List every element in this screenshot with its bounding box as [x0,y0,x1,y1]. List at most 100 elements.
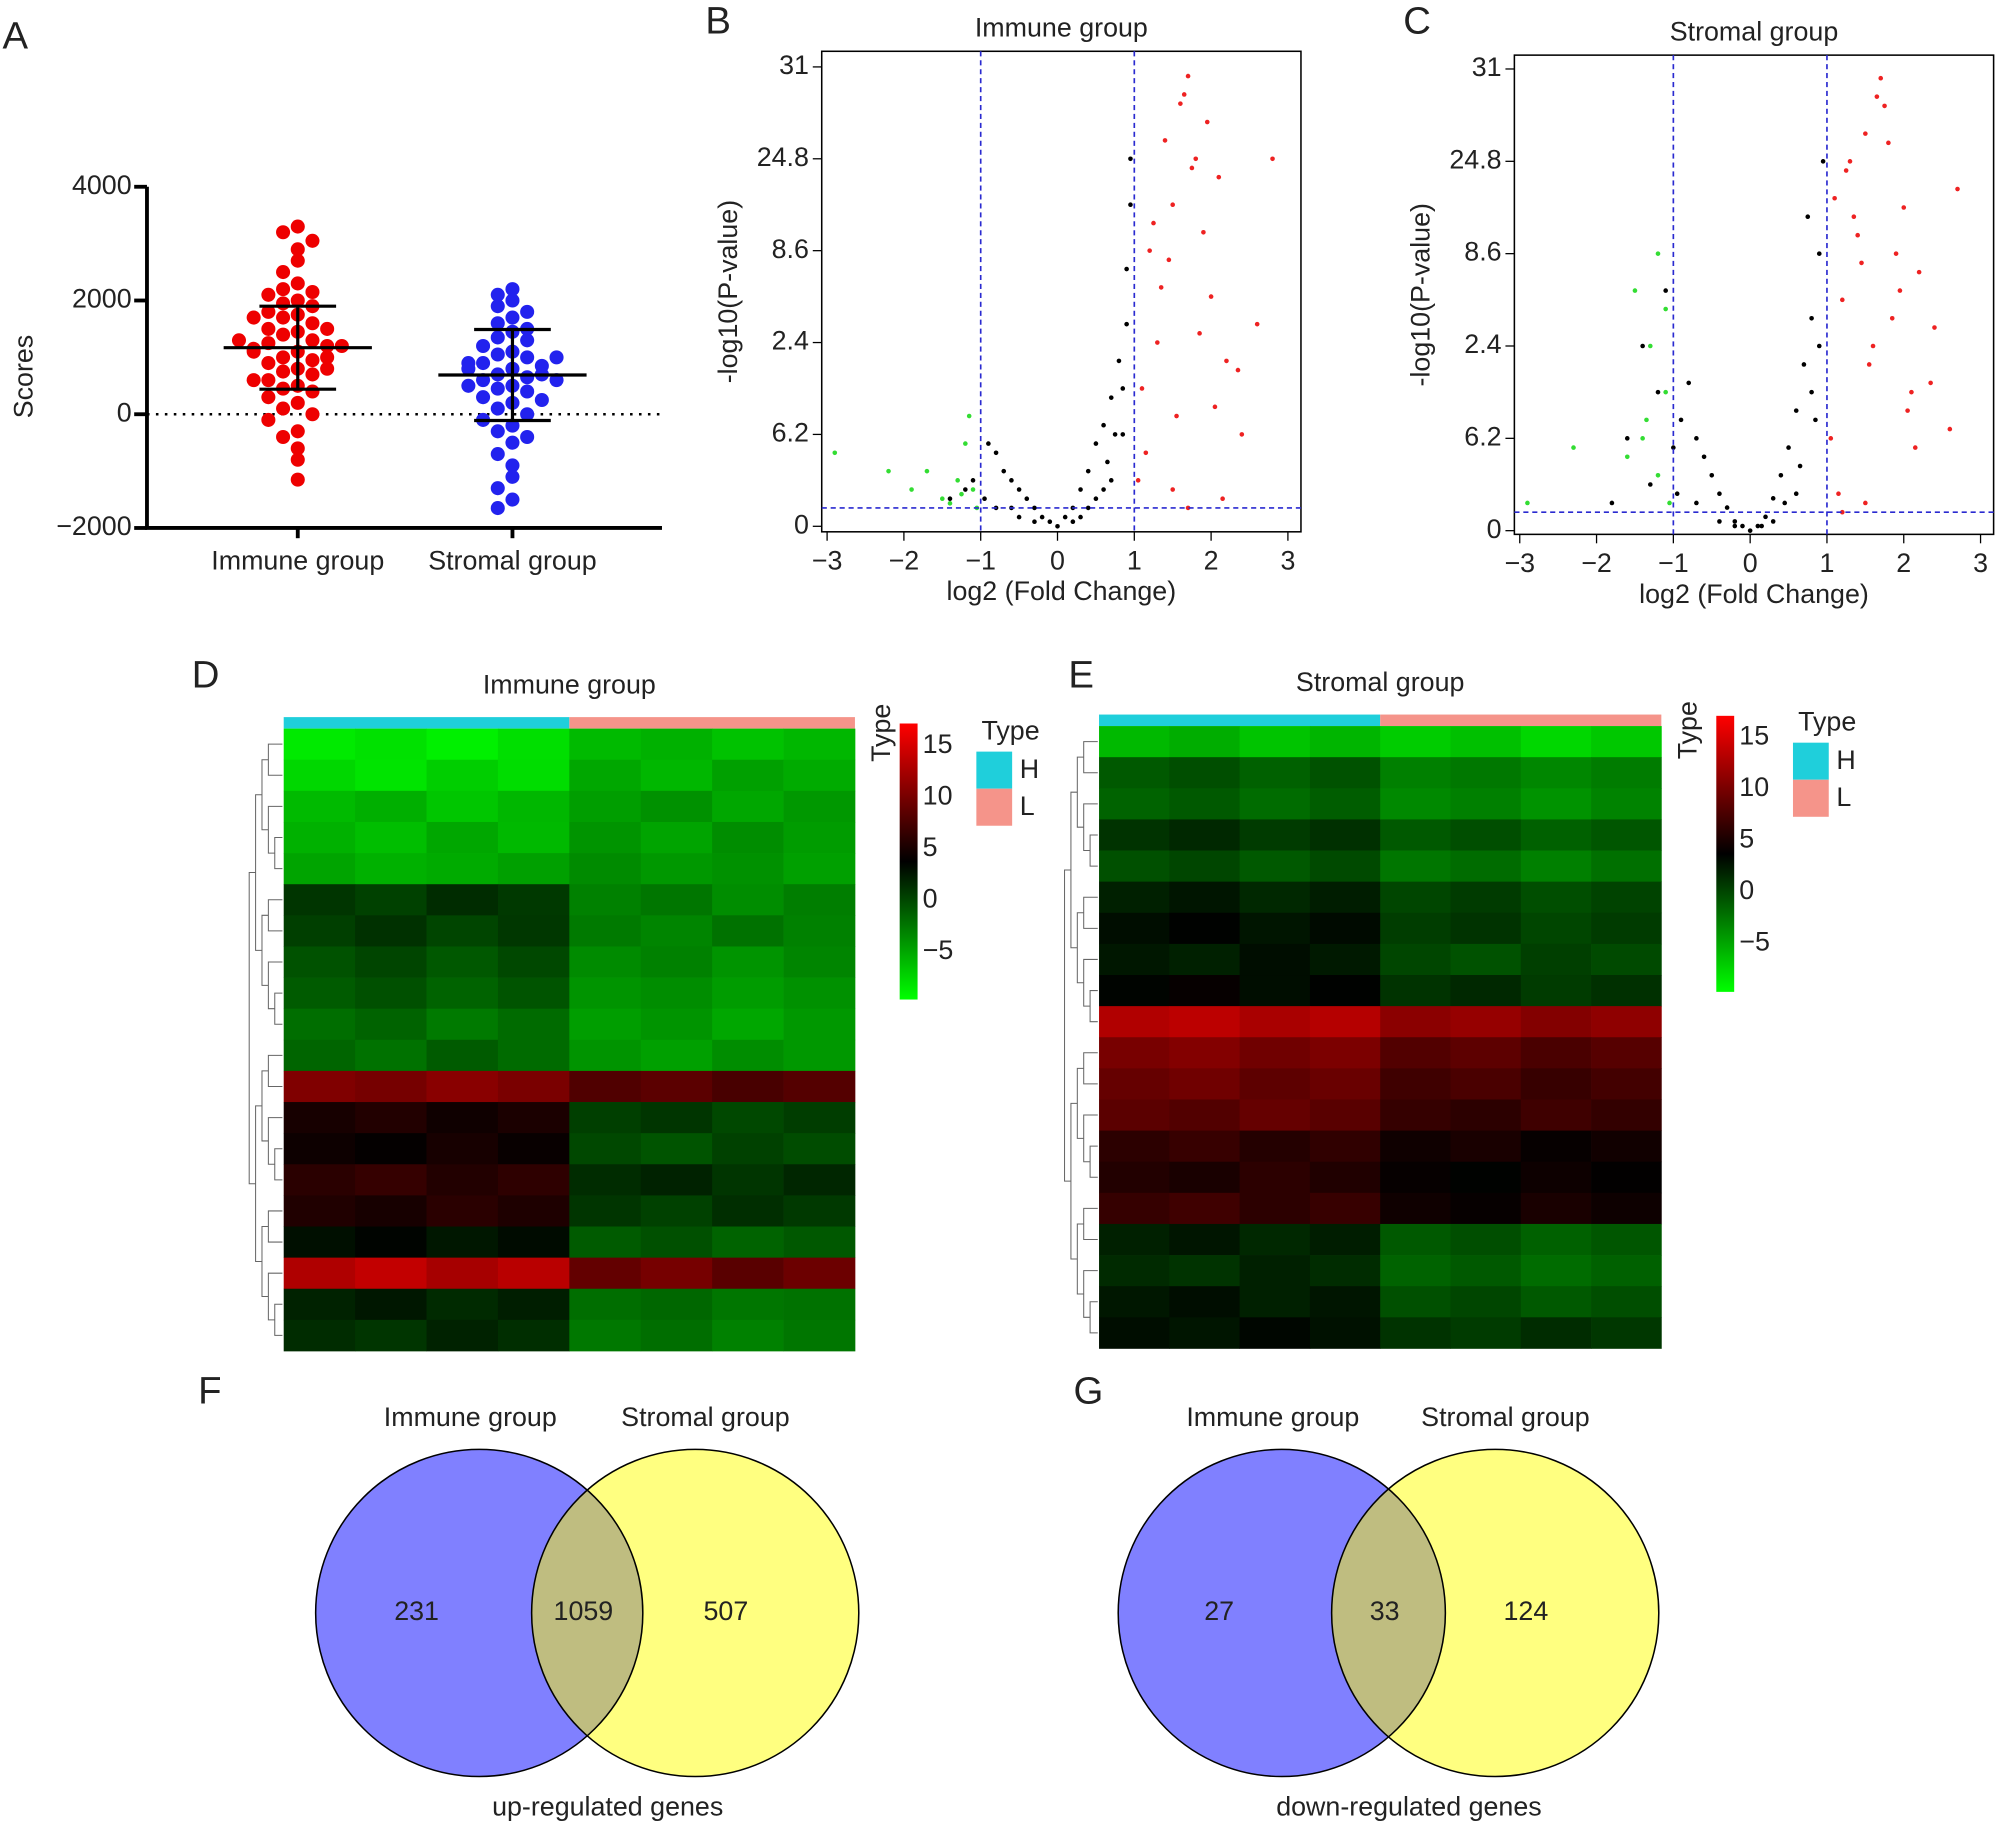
heatmap-cell [1239,819,1311,851]
heatmap-cell [1380,1192,1451,1225]
heatmap-cell [1380,1130,1451,1163]
heatmap-cell [1169,726,1240,758]
point [290,452,305,467]
heatmap-cell [1239,943,1311,976]
point [476,338,491,354]
point [490,481,505,496]
point [1663,288,1668,293]
y-tick-label: 2.4 [1464,329,1501,359]
heatmap-cell [712,1039,784,1072]
point [1155,340,1160,345]
point [246,373,261,388]
heatmap-cell [426,1288,499,1321]
heatmap-cell [640,1070,713,1103]
heatmap-cell [1450,1255,1522,1287]
point [490,299,505,314]
heatmap-cell [497,1164,570,1196]
point [276,282,291,297]
point [1624,436,1630,441]
heatmap-cell [783,946,856,978]
point [505,469,520,484]
annotation-bar [569,717,855,729]
heatmap-cell [426,946,499,978]
annotation-label: Type [1673,701,1703,759]
heatmap-cell [1169,1161,1240,1194]
chart-title: Stromal group [1296,667,1465,697]
point [1663,389,1668,395]
y-tick-label: 31 [1472,52,1502,82]
heatmap-cell [1450,850,1522,883]
heatmap-cell [640,1039,713,1072]
point [320,321,335,336]
heatmap-cell [283,1257,356,1290]
heatmap-cell [1380,726,1451,758]
dendrogram [1083,1270,1098,1318]
point [490,330,505,345]
heatmap-cell [1591,912,1662,945]
point [476,390,491,405]
heatmap-cell [783,1008,856,1041]
point [963,441,968,446]
heatmap-cell [1591,1006,1662,1038]
colorbar-tick-label: −5 [923,935,954,965]
dendrogram [1083,1114,1098,1163]
point [520,407,535,422]
heatmap-cell [1099,1099,1170,1131]
heatmap-cell [426,728,499,761]
heatmap-cell [1099,943,1170,976]
y-tick-label: 0 [1487,514,1502,544]
heatmap-cell [1520,1286,1592,1318]
heatmap-cell [426,1226,499,1259]
dendrogram [267,899,283,932]
heatmap-cell [1239,1037,1311,1069]
heatmap-cell [783,1164,856,1196]
dendrogram [1089,990,1098,1023]
legend-label: H [1836,745,1855,775]
point [276,429,291,445]
heatmap-cell [1239,1255,1311,1287]
point [1786,445,1791,450]
heatmap-cell [355,821,427,854]
point [1782,500,1788,506]
heatmap-cell [640,1257,713,1290]
heatmap-cell [569,915,642,947]
heatmap-cell [283,853,356,885]
heatmap-cell [283,821,356,854]
heatmap-cell [1099,1006,1170,1038]
heatmap-cell [1309,1317,1381,1349]
heatmap-cell [640,915,713,947]
point [290,293,305,308]
panel-letter: F [198,1369,221,1412]
x-tick-label: −1 [965,546,996,576]
point [490,287,505,302]
heatmap-cell [1309,757,1381,789]
heatmap-cell [283,1226,356,1259]
heatmap-cell [1591,788,1662,820]
point [305,353,320,368]
heatmap-cell [640,1226,713,1259]
heatmap-cell [1169,1006,1240,1038]
point [1759,523,1764,529]
point [1124,266,1129,272]
point [1170,487,1176,492]
dendrogram [274,1303,283,1336]
point [305,407,320,422]
point [276,265,291,280]
heatmap-cell [1450,1286,1522,1318]
heatmap-cell [426,821,499,854]
point [1878,75,1884,81]
heatmap-cell [1309,1161,1381,1194]
heatmap-cell [569,1195,642,1227]
heatmap-cell [1450,726,1522,758]
y-tick-label: 2000 [72,284,132,314]
point [1235,367,1241,373]
heatmap-cell [712,1102,784,1134]
point [955,478,960,483]
point [1778,472,1784,478]
y-tick-label: 31 [779,50,809,80]
heatmap-cell [1520,881,1592,914]
heatmap-cell [1309,975,1381,1007]
heatmap-cell [1520,1037,1592,1069]
point [1905,408,1910,413]
heatmap-cell [1309,1037,1381,1069]
